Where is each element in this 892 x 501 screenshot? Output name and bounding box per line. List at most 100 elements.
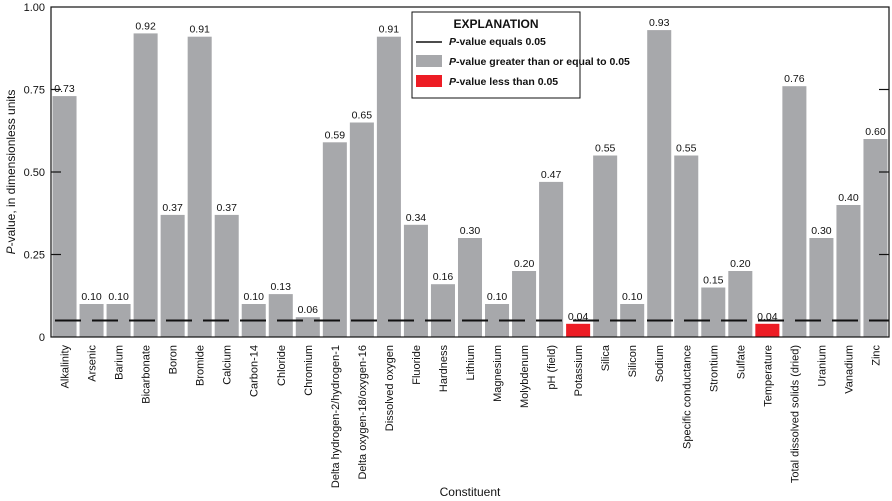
- category-label: Silicon: [627, 345, 639, 377]
- category-label: Boron: [168, 345, 180, 374]
- category-label: Delta hydrogen-2/hydrogen-1: [330, 345, 342, 488]
- category-label: Lithium: [465, 345, 477, 380]
- bar-value-label: 0.59: [325, 129, 346, 141]
- y-axis-title-rest: -value, in dimensionless units: [4, 90, 18, 247]
- y-tick-label: 1.00: [24, 2, 45, 14]
- bar-value-label: 0.15: [703, 275, 724, 287]
- bar: [160, 214, 185, 337]
- bar: [512, 271, 537, 337]
- bar: [836, 205, 861, 337]
- legend-entry-text: -value equals 0.05: [456, 36, 546, 48]
- category-label: Uranium: [816, 345, 828, 387]
- category-label: Dissolved oxygen: [384, 345, 396, 431]
- y-axis-ticks: 0 0.25 0.50 0.75 1.00: [24, 2, 889, 344]
- bar-value-label: 0.91: [379, 24, 400, 36]
- x-axis-title: Constituent: [440, 485, 501, 499]
- category-label: Sulfate: [735, 345, 747, 379]
- bar-value-label: 0.93: [649, 17, 670, 29]
- y-tick-label: 0.75: [24, 85, 45, 97]
- bar-value-label: 0.60: [865, 126, 886, 138]
- category-label: Chromium: [303, 345, 315, 396]
- bar-value-label: 0.37: [216, 202, 237, 214]
- category-label: Potassium: [573, 345, 585, 396]
- category-label: Barium: [114, 345, 126, 380]
- bar: [187, 36, 212, 337]
- category-label: Molybdenum: [519, 345, 531, 408]
- bar-value-label: 0.20: [514, 258, 535, 270]
- category-label: Alkalinity: [60, 345, 72, 389]
- category-label: Silica: [600, 344, 612, 371]
- legend-entry-italic: P: [449, 76, 457, 88]
- bar: [566, 323, 591, 337]
- bar-value-label: 0.65: [352, 110, 373, 122]
- category-label: Carbon-14: [249, 345, 261, 397]
- bar-value-label: 0.20: [730, 258, 751, 270]
- category-label: Vanadium: [843, 345, 855, 394]
- legend-entries: P-value equals 0.05P-value greater than …: [416, 36, 630, 88]
- bar: [214, 214, 239, 337]
- y-axis-title-italic: P: [4, 246, 18, 254]
- bar-value-label: 0.10: [81, 291, 102, 303]
- legend: EXPLANATION P-value equals 0.05P-value g…: [411, 11, 630, 99]
- bar: [647, 30, 672, 337]
- category-label: Magnesium: [492, 345, 504, 402]
- bar: [403, 224, 428, 337]
- y-tick-label: 0.25: [24, 250, 45, 262]
- legend-swatch-gray: [416, 55, 442, 67]
- category-label: Bromide: [195, 345, 207, 386]
- bar-value-label: 0.10: [487, 291, 508, 303]
- legend-swatch-red: [416, 75, 442, 87]
- legend-entry-label: P-value greater than or equal to 0.05: [449, 56, 630, 68]
- legend-entry-text: -value greater than or equal to 0.05: [456, 56, 630, 68]
- bar: [539, 181, 564, 337]
- bar-value-label: 0.76: [784, 73, 805, 85]
- bar-value-label: 0.34: [406, 212, 427, 224]
- bar: [728, 271, 753, 337]
- bar-value-label: 0.13: [271, 281, 292, 293]
- bar-value-label: 0.30: [460, 225, 481, 237]
- category-label: Chloride: [276, 345, 288, 386]
- bar: [376, 36, 401, 337]
- category-label: Strontium: [708, 345, 720, 392]
- bar-value-label: 0.55: [676, 143, 697, 155]
- bar: [809, 238, 834, 337]
- bar-value-label: 0.37: [162, 202, 183, 214]
- category-label: Sodium: [654, 345, 666, 382]
- legend-title: EXPLANATION: [453, 17, 538, 31]
- bar: [593, 155, 618, 337]
- y-axis-title: P-value, in dimensionless units: [4, 90, 18, 255]
- bar-value-label: 0.30: [811, 225, 832, 237]
- category-label: Delta oxygen-18/oxygen-16: [357, 345, 369, 480]
- category-label: Hardness: [438, 345, 450, 393]
- bar-value-label: 0.47: [541, 169, 562, 181]
- category-label: Specific conductance: [681, 345, 693, 449]
- bar: [457, 238, 483, 337]
- category-label: pH (field): [546, 345, 558, 390]
- bar-value-label: 0.92: [135, 20, 156, 32]
- value-labels-layer: 0.73 0.10 0.10 0.92 0.37 0.91 0.37 0.10 0.13 0.06…: [54, 17, 886, 323]
- bar-value-label: 0.91: [189, 24, 210, 36]
- bar: [322, 142, 347, 337]
- x-axis-category-labels: Alkalinity Arsenic Barium Bicarbonate Boron B…: [60, 344, 883, 488]
- category-label: Calcium: [222, 345, 234, 385]
- legend-entry-label: P-value less than 0.05: [449, 76, 558, 88]
- bar-value-label: 0.73: [54, 83, 75, 95]
- bar-value-label: 0.40: [838, 192, 859, 204]
- bar: [674, 155, 699, 337]
- category-label: Arsenic: [87, 345, 99, 382]
- bar: [133, 33, 158, 338]
- bar-value-label: 0.04: [757, 311, 778, 323]
- bar-value-label: 0.55: [595, 143, 616, 155]
- legend-entry-italic: P: [449, 36, 457, 48]
- bar-value-label: 0.10: [622, 291, 643, 303]
- bar-value-label: 0.10: [244, 291, 265, 303]
- legend-entry-text: -value less than 0.05: [456, 76, 558, 88]
- bar-value-label: 0.10: [108, 291, 129, 303]
- bar: [863, 139, 888, 337]
- category-label: Total dissolved solids (dried): [789, 345, 801, 483]
- y-tick-label: 0.50: [24, 167, 45, 179]
- bar: [701, 287, 726, 337]
- bar: [52, 96, 77, 337]
- bar-value-label: 0.04: [568, 311, 589, 323]
